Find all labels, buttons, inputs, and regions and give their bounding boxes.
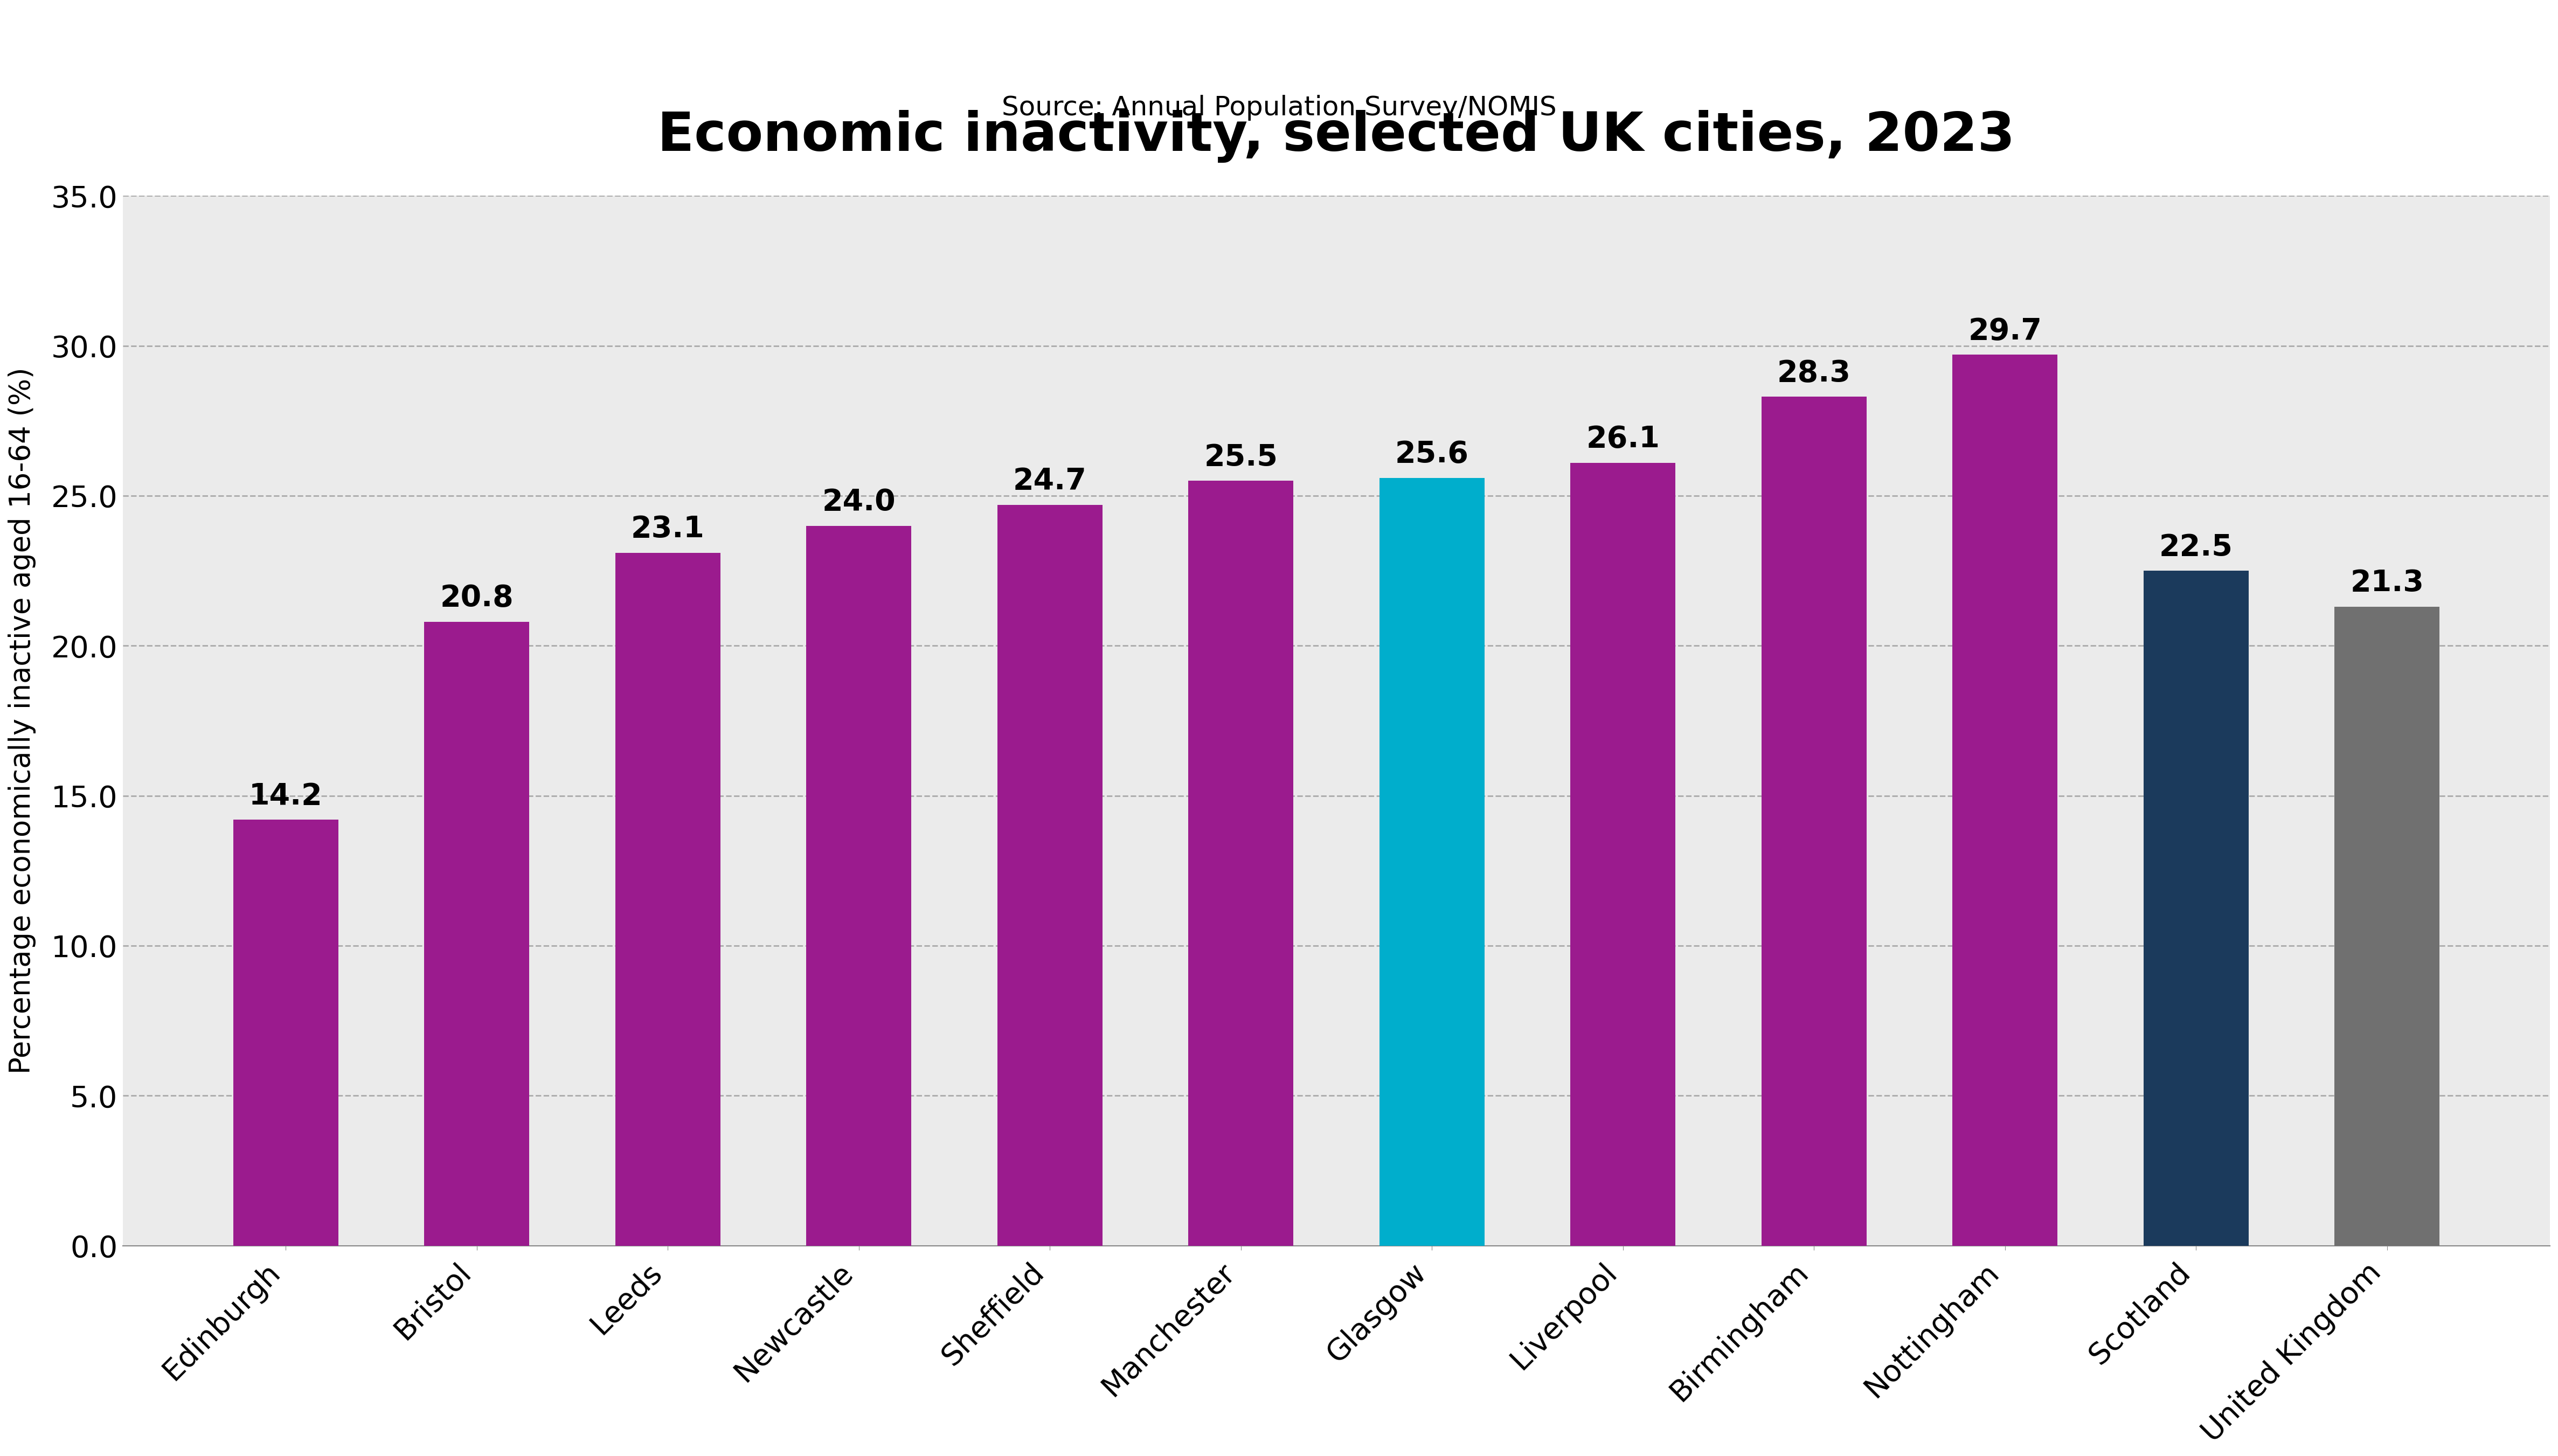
Text: 22.5: 22.5 [2159, 533, 2233, 562]
Text: Source: Annual Population Survey/NOMIS: Source: Annual Population Survey/NOMIS [1003, 95, 1555, 121]
Text: 20.8: 20.8 [440, 584, 514, 613]
Bar [233, 820, 338, 1246]
Text: 24.7: 24.7 [1013, 467, 1087, 496]
Bar [1571, 463, 1675, 1246]
Text: 21.3: 21.3 [2351, 569, 2425, 598]
Bar [1189, 480, 1294, 1246]
Title: Economic inactivity, selected UK cities, 2023: Economic inactivity, selected UK cities,… [657, 111, 2016, 163]
Bar [1379, 478, 1484, 1246]
Text: 14.2: 14.2 [248, 782, 322, 811]
Bar [425, 622, 530, 1246]
Text: 29.7: 29.7 [1967, 317, 2041, 347]
Text: 28.3: 28.3 [1778, 358, 1852, 387]
Bar [2335, 607, 2440, 1246]
Bar [998, 505, 1102, 1246]
Bar [806, 526, 911, 1246]
Bar [616, 553, 721, 1246]
Text: 23.1: 23.1 [632, 515, 703, 543]
Bar [1952, 355, 2057, 1246]
Text: 26.1: 26.1 [1586, 425, 1660, 454]
Text: 25.5: 25.5 [1205, 443, 1279, 472]
Bar [1762, 397, 1867, 1246]
Bar [2144, 571, 2248, 1246]
Text: 24.0: 24.0 [821, 488, 895, 517]
Y-axis label: Percentage economically inactive aged 16-64 (%): Percentage economically inactive aged 16… [8, 367, 36, 1075]
Text: 25.6: 25.6 [1394, 440, 1468, 469]
